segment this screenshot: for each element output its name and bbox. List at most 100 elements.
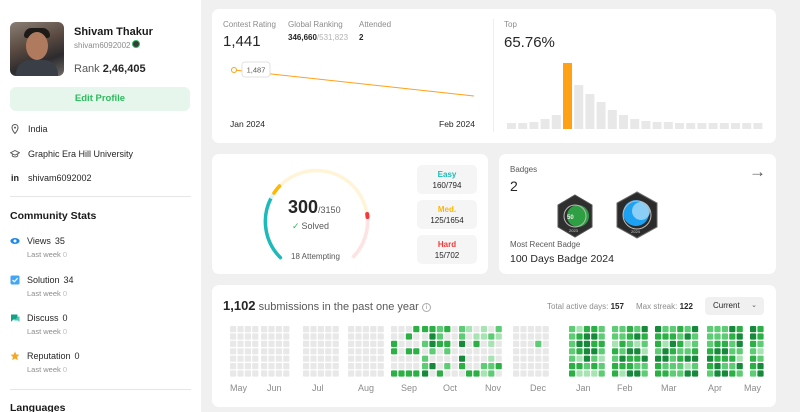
heatmap-cell <box>721 326 728 333</box>
heatmap-cell <box>480 340 487 347</box>
easy-value: 160/794 <box>432 181 462 190</box>
linkedin-text[interactable]: shivam6092002 <box>28 173 92 183</box>
reputation-value: 0 <box>74 351 80 361</box>
heatmap-cell <box>362 348 369 355</box>
heatmap-cell <box>261 355 268 362</box>
heatmap-cell <box>237 333 244 340</box>
difficulty-easy[interactable]: Easy 160/794 <box>417 165 477 194</box>
difficulty-medium[interactable]: Med. 125/1654 <box>417 200 477 229</box>
heatmap-cell <box>362 363 369 370</box>
heatmap-cell <box>480 348 487 355</box>
heatmap-cell <box>495 326 502 333</box>
heatmap-cell <box>391 348 398 355</box>
heatmap-cell <box>303 333 310 340</box>
month-label: Nov <box>485 383 502 393</box>
heatmap-cell <box>626 326 633 333</box>
heatmap-cell <box>721 370 728 377</box>
heatmap-cell <box>480 363 487 370</box>
linkedin-row[interactable]: in shivam6092002 <box>10 173 92 183</box>
rating-point[interactable] <box>231 67 237 73</box>
heatmap-cell <box>669 370 676 377</box>
reputation-label: Reputation <box>27 351 71 361</box>
heatmap-cell <box>473 326 480 333</box>
submission-heatmap[interactable] <box>212 285 776 407</box>
discuss-icon <box>11 314 20 322</box>
heatmap-cell <box>684 340 691 347</box>
heatmap-cell <box>405 355 412 362</box>
rating-tooltip <box>241 61 271 78</box>
heatmap-cell <box>520 333 527 340</box>
heatmap-cell <box>598 326 605 333</box>
badge-100-days-icon[interactable]: 2024 <box>614 191 660 239</box>
heatmap-cell <box>398 355 405 362</box>
heatmap-cell <box>429 340 436 347</box>
month-label: Jan <box>576 383 591 393</box>
heatmap-cell <box>714 326 721 333</box>
heatmap-cell <box>527 363 534 370</box>
info-icon[interactable]: i <box>421 303 431 312</box>
submissions-label: submissions in the past one year <box>258 301 419 313</box>
heatmap-cell <box>612 363 619 370</box>
month-label: Jun <box>267 383 282 393</box>
solved-progress-ring[interactable] <box>260 165 373 278</box>
heatmap-cell <box>405 348 412 355</box>
heatmap-cell <box>677 348 684 355</box>
location-row: India <box>10 124 48 134</box>
heatmap-cell <box>244 355 251 362</box>
solved-problems-card: 300/3150 ✓ Solved 18 Attempting Easy 160/… <box>212 154 488 275</box>
heatmap-cell <box>370 340 377 347</box>
heatmap-cell <box>714 348 721 355</box>
avatar-shirt <box>16 60 58 76</box>
heatmap-cell <box>750 370 757 377</box>
heatmap-cell <box>325 326 332 333</box>
heatmap-cell <box>405 363 412 370</box>
heatmap-cell <box>436 333 443 340</box>
heatmap-cell <box>583 340 590 347</box>
avatar[interactable] <box>10 22 64 76</box>
heatmap-cell <box>569 348 576 355</box>
heatmap-cell <box>466 355 473 362</box>
arrow-right-icon[interactable]: → <box>749 162 766 181</box>
medium-value: 125/1654 <box>430 216 464 225</box>
heatmap-cell <box>542 340 549 347</box>
heatmap-cell <box>684 363 691 370</box>
discuss-value: 0 <box>62 313 68 323</box>
active-days-value: 157 <box>610 302 624 311</box>
heatmap-cell <box>655 326 662 333</box>
heatmap-cell <box>405 370 412 377</box>
rating-line-chart[interactable]: 1,487 <box>212 9 494 143</box>
heatmap-cell <box>750 326 757 333</box>
heatmap-cell <box>398 348 405 355</box>
ranking-histogram[interactable] <box>504 59 766 131</box>
heatmap-cell <box>317 370 324 377</box>
badge-50-days-icon[interactable]: 50 2023 <box>555 194 595 238</box>
svg-text:50: 50 <box>567 215 574 221</box>
heatmap-cell <box>405 326 412 333</box>
heatmap-cell <box>583 326 590 333</box>
heatmap-cell <box>317 333 324 340</box>
heatmap-cell <box>527 348 534 355</box>
max-streak-value: 122 <box>679 302 693 311</box>
heatmap-cell <box>488 333 495 340</box>
difficulty-hard[interactable]: Hard 15/702 <box>417 235 477 264</box>
heatmap-cell <box>444 348 451 355</box>
heatmap-cell <box>692 355 699 362</box>
edit-profile-button[interactable]: Edit Profile <box>10 87 190 111</box>
medium-arc <box>272 184 282 195</box>
histogram-bar <box>697 123 707 129</box>
heatmap-cell <box>692 363 699 370</box>
heatmap-cell <box>348 370 355 377</box>
heatmap-cell <box>513 340 520 347</box>
heatmap-cell <box>283 355 290 362</box>
heatmap-cell <box>422 333 429 340</box>
heatmap-cell <box>527 370 534 377</box>
heatmap-cell <box>405 333 412 340</box>
heatmap-cell <box>707 348 714 355</box>
heatmap-cell <box>729 348 736 355</box>
histogram-bar <box>507 123 516 129</box>
heatmap-cell <box>488 363 495 370</box>
month-label: Aug <box>358 383 375 393</box>
heatmap-cell <box>641 370 648 377</box>
year-dropdown[interactable]: Current ⌄ <box>705 297 764 315</box>
heatmap-cell <box>619 326 626 333</box>
